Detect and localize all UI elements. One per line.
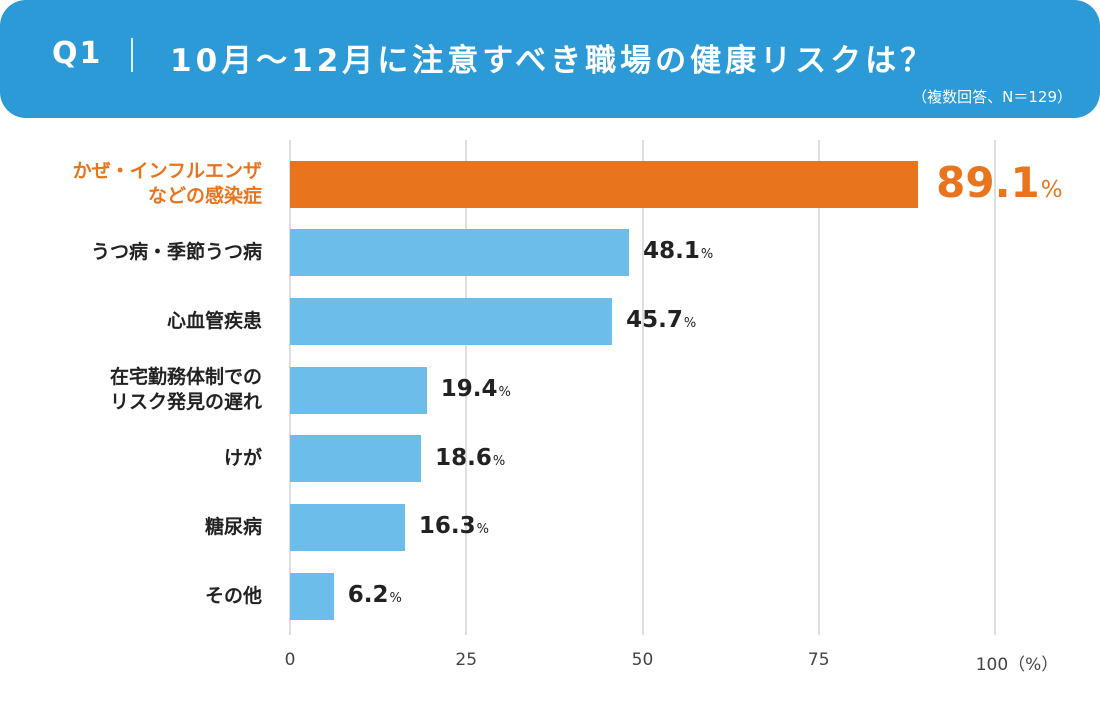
value-unit: % [1040, 176, 1063, 203]
x-tick-label: 25 [455, 650, 478, 670]
bar [290, 229, 630, 277]
bar [290, 160, 919, 208]
value-label: 6.2% [348, 582, 402, 608]
value-number: 48.1 [643, 238, 700, 265]
x-tick-label: 0 [284, 650, 296, 670]
header-banner: Q1 10月～12月に注意すべき職場の健康リスクは？ （複数回答、N＝129） [0, 0, 1100, 118]
bar [290, 504, 405, 551]
value-unit: % [389, 590, 402, 606]
category-label: その他 [204, 584, 262, 607]
value-unit: % [476, 522, 490, 538]
value-number: 6.2 [347, 581, 389, 608]
value-number: 45.7 [626, 307, 683, 334]
value-label: 89.1% [936, 158, 1063, 207]
category-label: 在宅勤務体制での リスク発見の遅れ [109, 366, 262, 414]
header-divider [131, 38, 133, 72]
value-number: 18.6 [435, 444, 492, 471]
value-label: 19.4% [441, 376, 511, 402]
category-label: かぜ・インフルエンザ などの感染症 [72, 160, 262, 207]
value-unit: % [498, 384, 511, 400]
value-label: 18.6% [435, 445, 505, 471]
value-unit: % [683, 316, 697, 332]
value-label: 16.3% [419, 513, 489, 539]
category-label: うつ病・季節うつ病 [90, 241, 262, 264]
x-tick-label: 75 [807, 650, 830, 670]
bar [290, 366, 427, 414]
category-label: 糖尿病 [204, 516, 262, 538]
chart-title: 10月～12月に注意すべき職場の健康リスクは？ [170, 43, 936, 79]
bar [290, 297, 613, 345]
gridline [817, 140, 820, 635]
x-tick-label: 50 [631, 650, 654, 670]
value-unit: % [700, 247, 714, 263]
value-number: 16.3 [418, 513, 476, 540]
value-number: 19.4 [440, 375, 498, 402]
bar [290, 435, 422, 483]
value-label: 48.1% [643, 238, 713, 264]
category-label: 心血管疾患 [166, 309, 262, 332]
value-unit: % [492, 453, 506, 469]
gridline [994, 140, 996, 635]
x-tick-label: 100（%） [975, 655, 1059, 675]
category-label: けが [223, 447, 262, 470]
value-number: 89.1 [936, 157, 1040, 207]
bar [290, 572, 334, 620]
sample-note: （複数回答、N＝129） [912, 88, 1072, 106]
value-label: 45.7% [626, 307, 696, 333]
gridline [641, 140, 644, 635]
question-label: Q1 [52, 36, 103, 71]
gridline [465, 140, 468, 635]
